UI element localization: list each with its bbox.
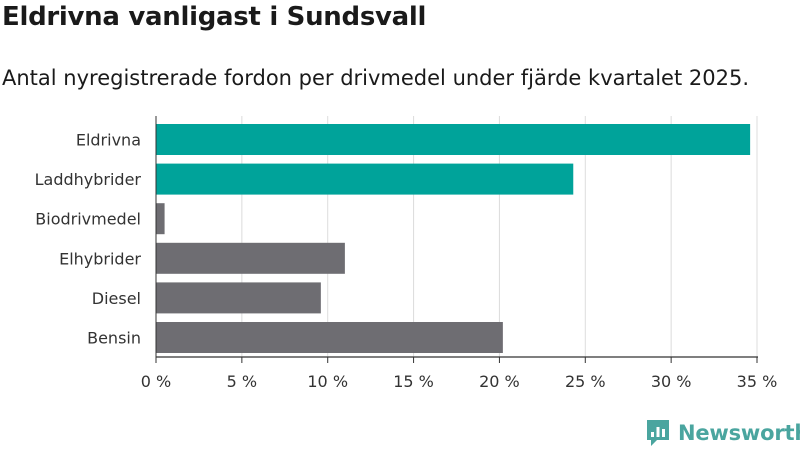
category-label: Biodrivmedel <box>35 210 141 229</box>
x-tick-label: 15 % <box>393 372 434 391</box>
bar <box>156 203 165 235</box>
x-tick-label: 35 % <box>737 372 778 391</box>
category-labels: Eldrivna Laddhybrider Biodrivmedel Elhybrid… <box>35 131 142 348</box>
category-label: Laddhybrider <box>35 170 142 189</box>
x-tick-label: 20 % <box>479 372 520 391</box>
x-tick-label: 30 % <box>651 372 692 391</box>
gridlines <box>241 116 758 357</box>
bar <box>156 282 321 314</box>
x-axis: 0 % 5 % 10 % 15 % 20 % 25 % 30 % 35 % <box>141 116 778 391</box>
category-label: Elhybrider <box>59 249 141 268</box>
x-tick-label: 0 % <box>141 372 171 391</box>
chart-subtitle: Antal nyregistrerade fordon per drivmede… <box>2 66 750 90</box>
bar <box>156 124 751 155</box>
category-label: Eldrivna <box>76 131 141 150</box>
x-tick-label: 10 % <box>307 372 348 391</box>
newsworthy-logo-icon <box>647 420 669 446</box>
bar <box>156 163 574 195</box>
bar <box>156 242 345 274</box>
category-label: Bensin <box>87 329 141 348</box>
x-tick-label: 5 % <box>227 372 257 391</box>
newsworthy-logo-text: Newsworthy <box>678 421 800 445</box>
newsworthy-logo: Newsworthy <box>645 418 800 448</box>
bar <box>156 322 503 353</box>
category-label: Diesel <box>92 289 141 308</box>
chart-title: Eldrivna vanligast i Sundsvall <box>2 2 427 32</box>
x-tick-label: 25 % <box>565 372 606 391</box>
bars <box>156 124 751 353</box>
